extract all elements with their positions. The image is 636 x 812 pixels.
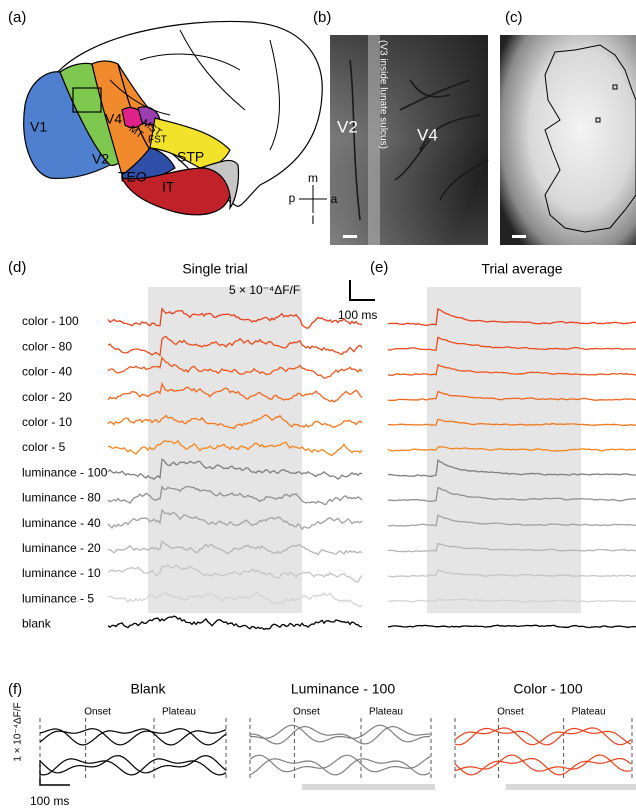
trace-label: color - 5 — [22, 440, 66, 454]
phase-label: Plateau — [572, 707, 606, 718]
trace-label: color - 80 — [22, 339, 72, 353]
average-trace — [387, 514, 636, 527]
compass-label: p — [289, 191, 296, 205]
imaging-photo — [330, 35, 489, 245]
average-trace — [387, 307, 636, 326]
phase-trace — [454, 757, 632, 776]
scale-label: 1 × 10⁻⁴ΔF/F — [13, 702, 24, 761]
stimulus-window — [148, 287, 302, 613]
area-label: V2 — [92, 151, 109, 167]
average-trace — [387, 364, 636, 377]
average-trace — [387, 458, 636, 477]
phase-label: Onset — [84, 707, 111, 718]
area-label: FST — [148, 135, 167, 146]
single-trial-trace — [107, 564, 363, 583]
average-trace — [387, 336, 636, 352]
brain — [23, 20, 323, 216]
single-trial-trace — [107, 540, 363, 556]
single-trial-trace — [107, 591, 363, 608]
phase-label: Plateau — [162, 707, 196, 718]
area-label: STP — [177, 149, 204, 165]
single-trial-trace — [107, 458, 363, 481]
phase-trace — [249, 726, 431, 745]
trace-label: color - 10 — [22, 415, 72, 429]
traces: color - 100 color - 80 color - 40 color - 2… — [22, 307, 636, 631]
average-trace — [387, 390, 636, 402]
panel-label: (d) — [8, 259, 26, 276]
area-label: V1 — [30, 119, 47, 135]
trace-label: color - 100 — [22, 314, 79, 328]
phase-trace — [454, 727, 632, 746]
compass — [299, 185, 327, 213]
phase-trace — [454, 727, 632, 746]
phase-label: Onset — [293, 707, 320, 718]
single-trial-trace — [107, 414, 363, 430]
area-label: V4 — [417, 125, 438, 144]
panel-label: (a) — [8, 9, 26, 26]
panel-label: (e) — [370, 259, 388, 276]
average-trace — [387, 486, 636, 503]
trace-label: luminance - 40 — [22, 516, 101, 530]
trace-label: luminance - 100 — [22, 465, 108, 479]
average-trace — [387, 598, 636, 603]
average-trace — [388, 624, 636, 629]
area-label: TEO — [118, 169, 147, 185]
average-trace — [387, 418, 636, 427]
single-trial-trace — [107, 382, 363, 403]
stimulus-bar — [505, 784, 636, 790]
single-trial-trace — [107, 307, 363, 330]
single-trial-trace — [107, 335, 363, 357]
single-trial-trace — [107, 356, 363, 379]
phase-trace — [39, 728, 227, 746]
phase-label: Onset — [497, 707, 524, 718]
single-trial-trace — [107, 439, 363, 457]
subpanel-title: Blank — [130, 681, 166, 697]
scale-bar — [349, 280, 375, 301]
trace-label: luminance - 10 — [22, 566, 101, 580]
panel-label: (f) — [8, 681, 22, 698]
panel-title: Single trial — [182, 261, 247, 277]
phase-trace — [39, 728, 227, 746]
average-trace — [387, 542, 636, 553]
single-trial-trace — [107, 508, 363, 531]
subpanel-title: Color - 100 — [513, 681, 582, 697]
compass-label: l — [312, 213, 315, 227]
compass-label: a — [331, 192, 338, 206]
phase-trace — [249, 754, 431, 773]
phase-trace — [39, 758, 227, 776]
area-label: IT — [162, 179, 175, 195]
panel-label: (c) — [505, 9, 523, 26]
stimulus-bar — [301, 784, 435, 790]
trace-label: color - 20 — [22, 390, 72, 404]
phase-label: Plateau — [369, 707, 403, 718]
annotation: (V3 inside lunate sulcus) — [377, 40, 388, 149]
compass-label: m — [308, 171, 318, 185]
panel-title: Trial average — [481, 261, 562, 277]
subpanel-title: Luminance - 100 — [291, 681, 396, 697]
trace-label: color - 40 — [22, 365, 72, 379]
scale-label: 100 ms — [30, 794, 69, 808]
scale-label: 5 × 10⁻⁴ΔF/F — [229, 283, 300, 297]
area-label: V4 — [105, 111, 122, 127]
subpanels: Blank Onset Plateau Luminance - 100 Onset Pla… — [39, 681, 636, 790]
phase-trace — [39, 755, 227, 774]
single-trial-trace — [107, 485, 363, 506]
panel-label: (b) — [313, 9, 331, 26]
phase-trace — [249, 724, 431, 743]
trace-label: blank — [22, 617, 52, 631]
activation-map — [500, 35, 636, 245]
area-label: V2 — [337, 117, 358, 136]
trace-label: luminance - 20 — [22, 541, 101, 555]
trace-label: luminance - 5 — [22, 591, 94, 605]
trace-label: luminance - 80 — [22, 491, 101, 505]
single-trial-trace — [107, 615, 362, 631]
phase-trace — [454, 754, 632, 772]
scale-label: 100 ms — [338, 308, 377, 322]
average-trace — [387, 446, 636, 452]
average-trace — [387, 568, 636, 578]
phase-trace — [249, 758, 431, 776]
